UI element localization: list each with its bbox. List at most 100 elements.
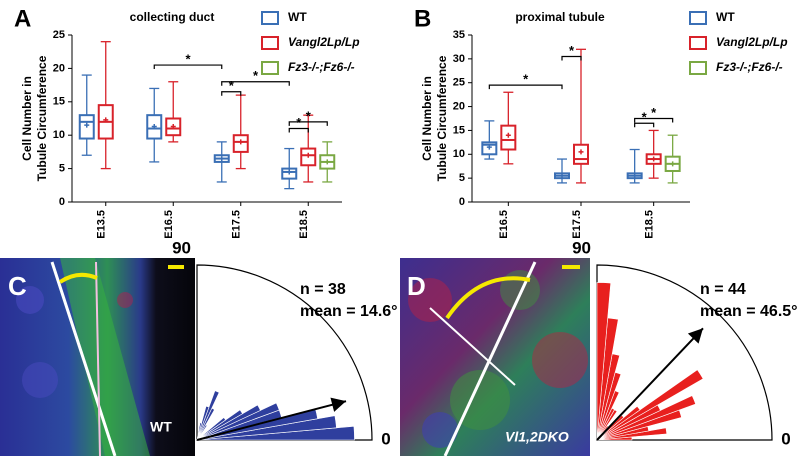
- panel-letter: C: [8, 271, 27, 301]
- panel-letter: D: [407, 271, 426, 301]
- wedge: [596, 369, 704, 441]
- y-axis-label: Tubule Circumference: [35, 55, 49, 181]
- x-tick-label: E17.5: [571, 210, 583, 239]
- wedge: [196, 409, 243, 441]
- legend-label: Vangl2Lp/Lp: [288, 35, 360, 49]
- y-axis-label: Tubule Circumference: [435, 55, 449, 181]
- mean-marker: [170, 124, 176, 130]
- significance-bracket: [288, 121, 328, 126]
- mean-marker: [286, 169, 292, 175]
- y-tick-label: 25: [53, 29, 65, 41]
- significance-label: *: [253, 68, 259, 83]
- legend-swatch: [689, 61, 707, 75]
- mean-marker: [486, 144, 492, 150]
- theta-tick-label: 90: [572, 238, 591, 257]
- mean-marker: [324, 159, 330, 165]
- legend-swatch: [261, 36, 279, 50]
- annotation: n = 38: [300, 281, 346, 298]
- mean-arrow-head: [687, 328, 704, 344]
- y-axis-label: Cell Number in: [420, 76, 434, 161]
- significance-label: *: [569, 43, 575, 58]
- micrograph-d: [400, 258, 590, 456]
- image-caption: Vl1,2DKO: [505, 429, 569, 445]
- theta-tick-label: 0: [381, 429, 390, 448]
- significance-bracket: [153, 64, 223, 70]
- panel-letter: B: [414, 5, 431, 32]
- significance-label: *: [651, 105, 657, 120]
- y-tick-label: 25: [453, 77, 465, 89]
- panel-letter: A: [14, 5, 31, 32]
- y-tick-label: 10: [53, 129, 65, 141]
- theta-tick-label: 0: [781, 429, 790, 448]
- mean-arrow: [596, 327, 704, 441]
- x-tick-label: E17.5: [231, 210, 243, 239]
- polar-frame: [196, 264, 373, 441]
- micrograph-c: [0, 258, 195, 456]
- legend-swatch: [261, 11, 279, 25]
- y-tick-label: 0: [459, 196, 465, 208]
- significance-label: *: [523, 72, 529, 87]
- wedge: [596, 282, 612, 441]
- significance-bracket: [221, 81, 290, 86]
- x-tick-label: E18.5: [298, 210, 310, 239]
- image-caption: WT: [150, 419, 172, 435]
- annotation: n = 44: [700, 281, 746, 298]
- significance-bracket: [634, 117, 674, 123]
- significance-label: *: [185, 51, 191, 66]
- mean-marker: [84, 122, 90, 128]
- mean-marker: [632, 173, 638, 179]
- wedge: [196, 417, 227, 441]
- legend-label: WT: [288, 10, 307, 24]
- y-axis-label: Cell Number in: [20, 76, 34, 161]
- wedge: [596, 405, 641, 441]
- y-tick-label: 5: [59, 163, 65, 175]
- legend-label: Vangl2Lp/Lp: [716, 35, 788, 49]
- mean-marker: [219, 156, 225, 162]
- polar-frame: [596, 264, 773, 441]
- legend-swatch: [689, 36, 707, 50]
- annotation: mean = 14.6°: [300, 303, 398, 320]
- legend-swatch: [261, 61, 279, 75]
- legend-label: WT: [716, 10, 735, 24]
- x-tick-label: E13.5: [96, 210, 108, 239]
- wedge: [196, 402, 280, 441]
- y-tick-label: 20: [453, 100, 465, 112]
- legend-swatch: [689, 11, 707, 25]
- y-tick-label: 0: [59, 196, 65, 208]
- significance-bracket: [488, 84, 563, 90]
- wedge: [196, 390, 220, 441]
- wedge: [196, 405, 210, 441]
- y-tick-label: 30: [453, 53, 465, 65]
- significance-label: *: [296, 115, 302, 130]
- y-tick-label: 15: [453, 124, 465, 136]
- theta-tick-label: 90: [172, 238, 191, 257]
- x-tick-label: E16.5: [498, 210, 510, 239]
- annotation: mean = 46.5°: [700, 303, 798, 320]
- mean-marker: [559, 173, 565, 179]
- significance-label: *: [642, 110, 648, 125]
- y-tick-label: 20: [53, 62, 65, 74]
- mean-marker: [305, 152, 311, 158]
- significance-label: *: [229, 78, 235, 93]
- mean-arrow-head: [330, 397, 347, 412]
- x-tick-label: E16.5: [163, 210, 175, 239]
- y-tick-label: 10: [453, 148, 465, 160]
- y-tick-label: 5: [459, 172, 465, 184]
- wedge: [196, 404, 261, 441]
- y-tick-label: 35: [453, 29, 465, 41]
- significance-bracket: [288, 127, 309, 133]
- mean-marker: [651, 156, 657, 162]
- mean-marker: [505, 132, 511, 138]
- mean-marker: [103, 117, 109, 123]
- y-tick-label: 15: [53, 96, 65, 108]
- mean-marker: [670, 161, 676, 167]
- significance-bracket: [561, 55, 582, 61]
- significance-bracket: [634, 122, 655, 128]
- chart-title: proximal tubule: [515, 10, 605, 24]
- legend-label: Fz3-/-;Fz6-/-: [716, 60, 783, 74]
- x-tick-label: E18.5: [644, 210, 656, 239]
- significance-label: *: [306, 108, 312, 123]
- mean-marker: [238, 139, 244, 145]
- mean-marker: [578, 149, 584, 155]
